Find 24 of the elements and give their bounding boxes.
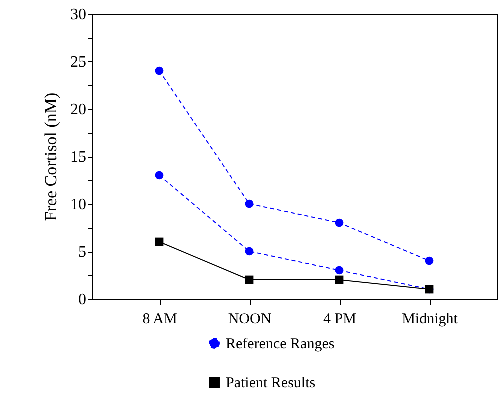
y-tick-label: 25 bbox=[70, 54, 86, 71]
y-tick-label: 5 bbox=[78, 244, 86, 261]
y-tick-label: 0 bbox=[78, 292, 86, 308]
x-tick-label: 8 AM bbox=[142, 312, 178, 328]
y-tick-label: 30 bbox=[70, 6, 86, 24]
legend-label: Reference Ranges bbox=[226, 336, 335, 352]
point bbox=[335, 218, 344, 228]
x-tick-label: NOON bbox=[228, 312, 272, 328]
y-tick-label: 20 bbox=[70, 102, 86, 118]
point bbox=[335, 266, 344, 275]
point bbox=[155, 171, 164, 180]
point bbox=[425, 256, 434, 266]
point bbox=[245, 276, 254, 284]
point bbox=[155, 238, 164, 246]
point bbox=[335, 276, 344, 284]
point bbox=[245, 247, 254, 256]
x-tick-label: Midnight bbox=[402, 312, 459, 328]
x-tick-label: 4 PM bbox=[324, 312, 356, 328]
y-tick-label: 10 bbox=[70, 196, 86, 214]
legend-label: Patient Results bbox=[226, 376, 316, 392]
y-axis-title: Free Cortisol (nM) bbox=[42, 92, 60, 222]
point bbox=[245, 200, 254, 208]
point bbox=[155, 66, 164, 76]
y-tick-label: 15 bbox=[70, 149, 86, 166]
